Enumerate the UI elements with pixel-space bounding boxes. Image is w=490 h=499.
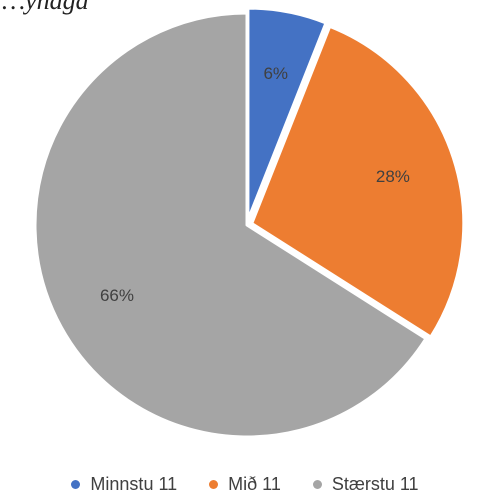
legend-item-mid-11: Mið 11 xyxy=(209,474,281,495)
slice-label-mid-11: 28% xyxy=(376,167,410,186)
pie-chart: 6% 28% 66% xyxy=(33,6,466,439)
legend-label-minnstu-11: Minnstu 11 xyxy=(90,474,178,494)
legend-label-staerstu-11: Stærstu 11 xyxy=(331,474,419,494)
chart-legend: Minnstu 11 Mið 11 Stærstu 11 xyxy=(0,474,490,495)
pie-slice-minnstu-11 xyxy=(246,6,328,222)
pie-slice-mid-11 xyxy=(250,24,466,339)
legend-item-staerstu-11: Stærstu 11 xyxy=(312,474,419,495)
legend-marker-minnstu-11 xyxy=(71,480,81,489)
legend-marker-staerstu-11 xyxy=(312,480,322,489)
legend-item-minnstu-11: Minnstu 11 xyxy=(71,474,177,495)
legend-label-mid-11: Mið 11 xyxy=(228,474,281,494)
slice-label-minnstu-11: 6% xyxy=(263,64,288,83)
legend-marker-mid-11 xyxy=(209,480,219,489)
chart-title: …ynaga xyxy=(2,0,89,15)
pie-slice-staerstu-11 xyxy=(33,11,428,439)
slice-label-staerstu-11: 66% xyxy=(100,286,134,305)
